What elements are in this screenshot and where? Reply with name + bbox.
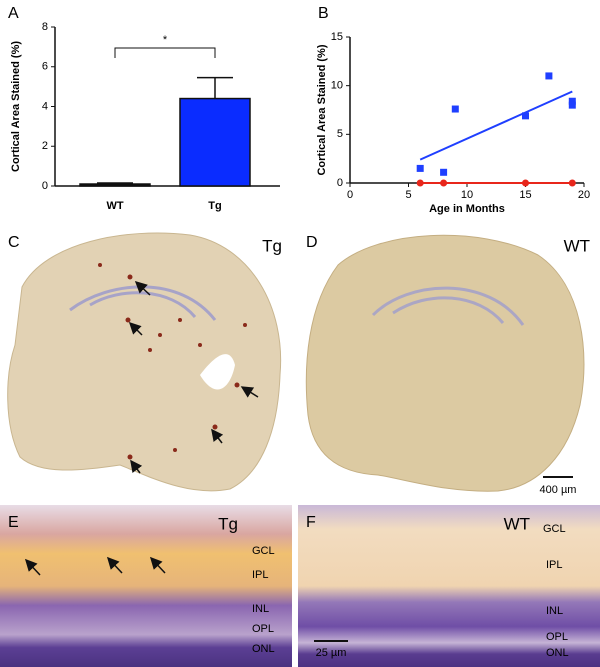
point — [568, 101, 576, 109]
layer-label: GCL — [543, 523, 566, 535]
y-tick-label: 0 — [337, 177, 343, 189]
point — [440, 179, 448, 187]
y-tick-label: 10 — [331, 80, 343, 92]
point — [416, 179, 424, 187]
x-tick-label: 0 — [347, 189, 353, 201]
point — [568, 179, 576, 187]
significance-mark: * — [163, 34, 168, 46]
point — [568, 97, 576, 105]
scale-label: 25 µm — [316, 647, 347, 659]
point — [451, 105, 459, 113]
point — [440, 168, 448, 176]
genotype-label: Tg — [262, 236, 282, 255]
panel-label: A — [8, 5, 19, 22]
panel-label: E — [8, 514, 19, 531]
x-tick-label: 10 — [461, 189, 473, 201]
point — [416, 164, 424, 172]
x-axis-label: Age in Months — [429, 203, 505, 215]
layer-label: OPL — [546, 631, 568, 643]
point — [522, 179, 529, 187]
y-tick-label: 6 — [42, 61, 48, 73]
layer-label: IPL — [546, 559, 563, 571]
panel-label: F — [306, 514, 316, 531]
significance-bracket — [114, 47, 216, 58]
panel-d: D WT 400 µm — [298, 225, 600, 500]
layer-label: ONL — [546, 647, 569, 659]
y-axis-label: Cortical Area Stained (%) — [10, 41, 22, 172]
panel-label: C — [8, 234, 20, 251]
layer-label: ONL — [252, 643, 275, 655]
ventricle — [200, 354, 235, 390]
panel-c: C Tg — [0, 225, 292, 500]
layer-label: GCL — [252, 545, 275, 557]
layer-label: OPL — [252, 623, 274, 635]
panel-e: E Tg GCL IPL INL OPL ONL — [0, 505, 292, 667]
plaques — [98, 263, 247, 460]
y-tick-label: 2 — [42, 140, 48, 152]
genotype-label: Tg — [218, 514, 238, 533]
scale-label: 400 µm — [540, 484, 577, 496]
bar — [179, 97, 251, 187]
y-axis-label: Cortical Area Stained (%) — [316, 44, 328, 175]
trend-line — [419, 90, 573, 161]
x-tick-label: 5 — [405, 189, 411, 201]
x-tick-label: Tg — [208, 200, 221, 212]
hippocampus — [371, 286, 525, 326]
x-tick-label: 20 — [578, 189, 590, 201]
brain-section — [7, 232, 282, 492]
layer-label: INL — [252, 603, 269, 615]
panel-label: B — [318, 5, 329, 22]
layer-label: INL — [546, 605, 563, 617]
genotype-label: WT — [564, 236, 590, 255]
y-tick-label: 4 — [42, 100, 48, 112]
bar — [79, 183, 151, 187]
y-tick-label: 8 — [42, 21, 48, 33]
brain-section — [305, 234, 585, 492]
retina-image — [298, 505, 600, 667]
panel-f: F WT GCL IPL INL OPL ONL 25 µm — [298, 505, 600, 667]
y-tick-label: 5 — [337, 128, 343, 140]
genotype-label: WT — [504, 514, 530, 533]
x-tick-label: WT — [106, 200, 123, 212]
retina-image — [0, 505, 292, 667]
y-tick-label: 0 — [42, 180, 48, 192]
y-tick-label: 15 — [331, 31, 343, 43]
arrows — [128, 280, 259, 474]
arrows — [24, 556, 166, 576]
x-tick-label: 15 — [519, 189, 531, 201]
layer-label: IPL — [252, 569, 269, 581]
point — [522, 112, 529, 120]
panel-label: D — [306, 234, 318, 251]
point — [545, 72, 553, 80]
